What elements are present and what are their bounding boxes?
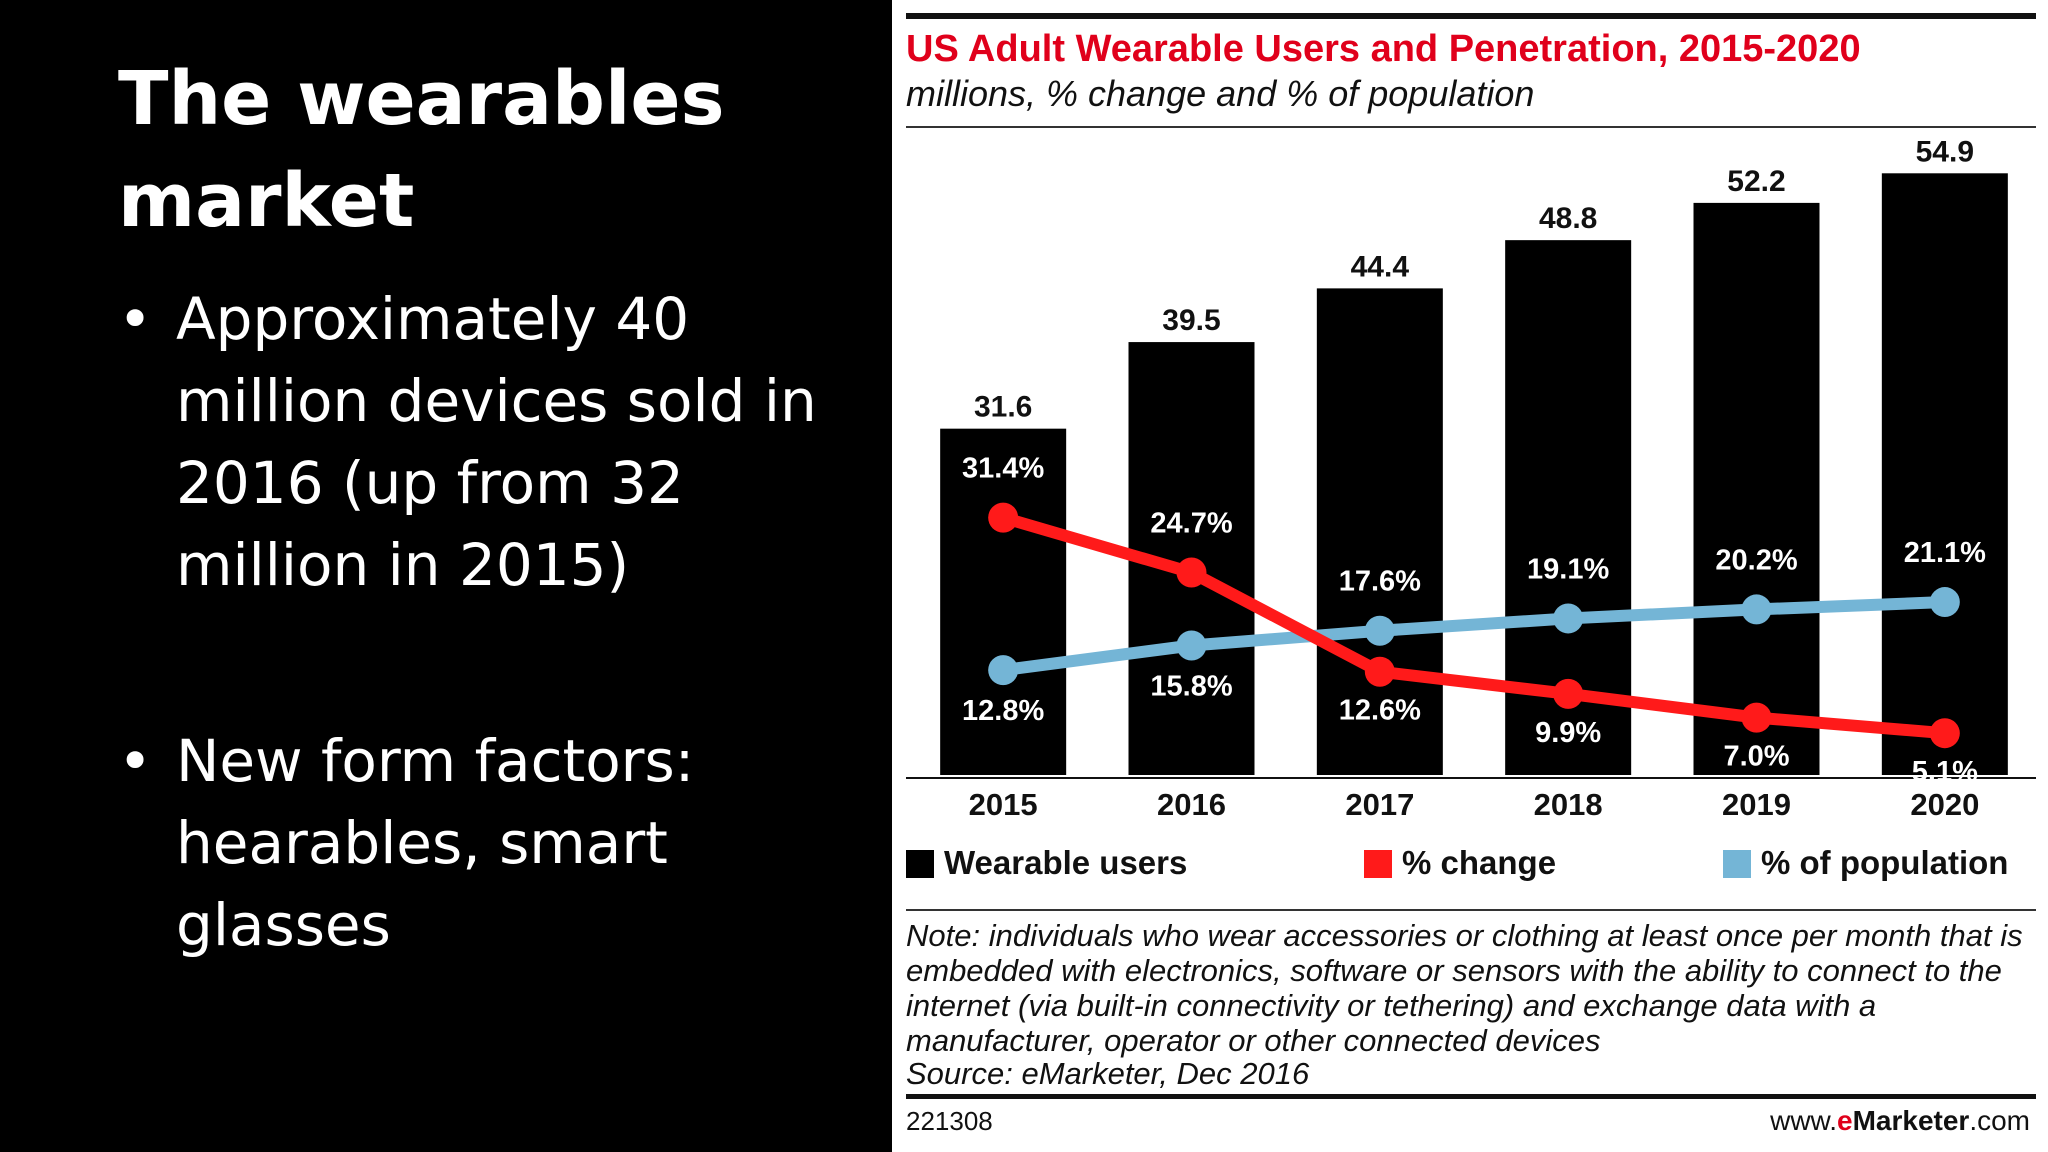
point-percent-change <box>1929 718 1960 749</box>
brand-accent: e <box>1837 1105 1853 1136</box>
data-label-percent-change: 12.6% <box>1339 695 1421 727</box>
x-tick-label: 2018 <box>1534 787 1603 822</box>
bar-wearable-users <box>940 428 1067 775</box>
x-tick-label: 2017 <box>1345 787 1414 822</box>
point-percent-of-population <box>1176 630 1207 661</box>
series-line-percent-change <box>997 511 1951 740</box>
brand-suffix: .com <box>1969 1105 2030 1136</box>
point-percent-of-population <box>1741 594 1772 625</box>
x-tick-label: 2016 <box>1157 787 1226 822</box>
chart-source: Source: eMarketer, Dec 2016 <box>906 1056 1310 1091</box>
point-percent-change <box>1176 557 1207 588</box>
data-label-percent-of-population: 21.1% <box>1904 537 1986 569</box>
legend-item-percent-of-population: % of population <box>1723 842 2008 884</box>
legend-label: % change <box>1402 844 1557 881</box>
bar-value-label: 39.5 <box>1162 304 1220 337</box>
bar-value-label: 54.9 <box>1916 135 1974 168</box>
slide-title: The wearables market <box>118 56 725 244</box>
legend-swatch-red-icon <box>1364 850 1392 878</box>
chart-subtitle: millions, % change and % of population <box>906 73 1535 114</box>
x-tick-label: 2019 <box>1722 787 1791 822</box>
data-label-percent-change: 9.9% <box>1535 717 1601 749</box>
point-percent-of-population <box>1364 615 1395 646</box>
point-percent-change <box>1741 702 1772 733</box>
data-label-percent-change: 5.1% <box>1912 756 1978 788</box>
legend-item-percent-change: % change <box>1364 842 1556 884</box>
chart-panel: 31.6 39.5 44.4 48.8 52.2 54.9 2015 2016 2017 2018… <box>892 0 2048 1152</box>
bar-value-label: 31.6 <box>974 391 1032 424</box>
data-label-percent-change: 7.0% <box>1723 741 1789 773</box>
point-percent-of-population <box>1929 587 1960 618</box>
chart-title: US Adult Wearable Users and Penetration,… <box>906 28 1861 70</box>
brand-logo: www.eMarketer.com <box>1770 1104 2030 1138</box>
legend-label: % of population <box>1761 844 2009 881</box>
point-percent-change <box>988 502 1019 533</box>
point-percent-of-population <box>1553 603 1584 634</box>
data-label-percent-of-population: 15.8% <box>1150 670 1232 702</box>
bullet-item: • Approximately 40 million devices sold … <box>118 278 878 606</box>
point-percent-change <box>1553 678 1584 709</box>
bar-wearable-users <box>1316 288 1443 775</box>
point-percent-change <box>1364 656 1395 687</box>
data-label-percent-change: 31.4% <box>962 453 1044 485</box>
bar-value-label: 48.8 <box>1539 202 1597 235</box>
chart-note: Note: individuals who wear accessories o… <box>906 918 2023 1058</box>
bullet-text: New form factors: hearables, smart glass… <box>176 727 695 959</box>
legend-item-wearable-users: Wearable users <box>906 842 1187 884</box>
point-percent-of-population <box>988 655 1019 686</box>
data-label-percent-of-population: 12.8% <box>962 695 1044 727</box>
data-label-percent-of-population: 19.1% <box>1527 553 1609 585</box>
chart-canvas: 31.6 39.5 44.4 48.8 52.2 54.9 2015 2016 2017 2018… <box>906 13 2036 1099</box>
bar-value-label: 44.4 <box>1351 250 1410 283</box>
footer-rule <box>906 1094 2036 1099</box>
data-label-percent-of-population: 20.2% <box>1715 544 1797 576</box>
brand-core: Marketer <box>1852 1105 1970 1136</box>
bullet-dot-icon: • <box>118 727 153 795</box>
x-tick-label: 2015 <box>969 787 1038 822</box>
legend-label: Wearable users <box>944 844 1188 881</box>
chart-top-rule <box>906 13 2036 19</box>
data-label-percent-change: 24.7% <box>1150 508 1232 540</box>
legend-swatch-blue-icon <box>1723 850 1751 878</box>
series-line-percent-of-population <box>997 596 1951 677</box>
data-label-percent-of-population: 17.6% <box>1339 566 1421 598</box>
bullet-text: Approximately 40 million devices sold in… <box>176 285 817 599</box>
bullet-dot-icon: • <box>118 285 153 353</box>
brand-prefix: www. <box>1770 1105 1837 1136</box>
bar-wearable-users <box>1881 173 2008 775</box>
bar-value-label: 52.2 <box>1727 165 1785 198</box>
chart-id: 221308 <box>906 1106 993 1136</box>
legend-swatch-black-icon <box>906 850 934 878</box>
bullet-item: • New form factors: hearables, smart gla… <box>118 720 878 966</box>
x-tick-label: 2020 <box>1910 787 1979 822</box>
bar-wearable-users <box>1693 202 1820 775</box>
